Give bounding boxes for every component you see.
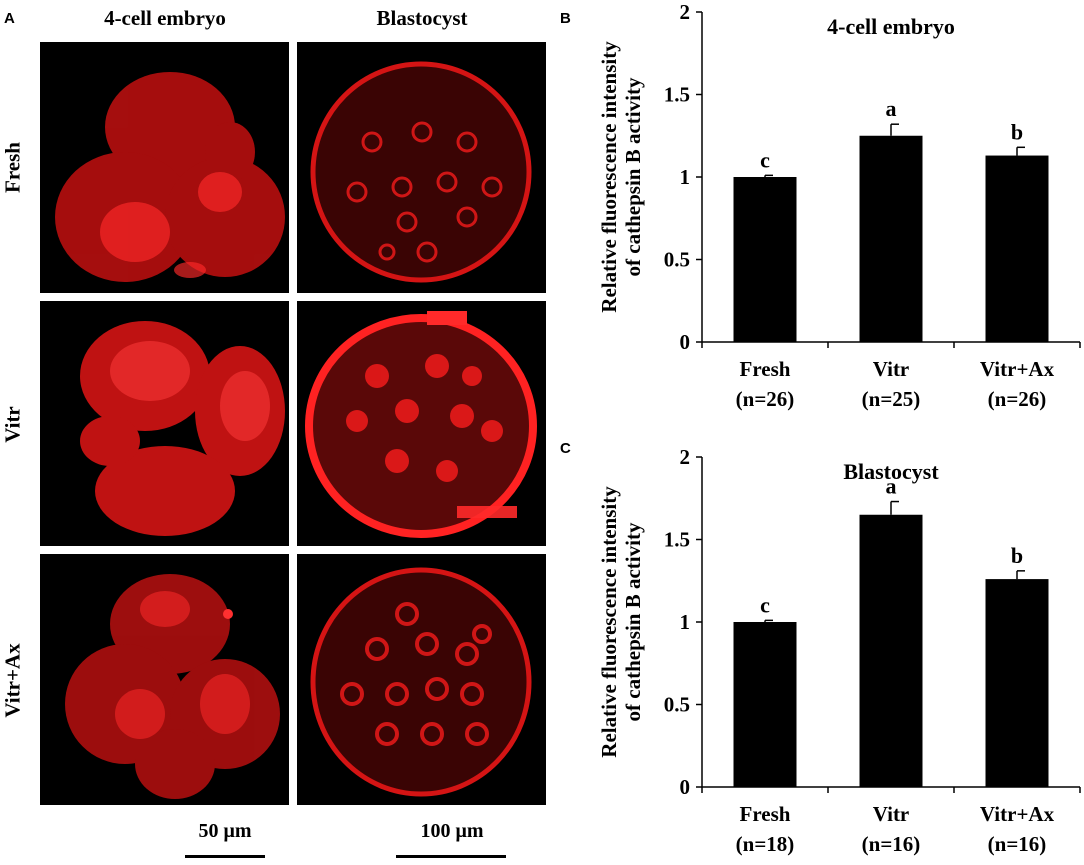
significance-letter: b [1011,119,1023,144]
significance-letter: c [760,147,770,172]
chart-title: 4-cell embryo [827,14,955,39]
x-tick-label: Vitr+Ax [980,802,1055,826]
micrograph-fresh-4cell [40,42,289,293]
x-tick-label: Fresh [740,802,791,826]
y-tick-label: 2 [680,0,691,24]
column-title-blastocyst: Blastocyst [376,6,468,30]
chart-title: Blastocyst [843,459,939,484]
significance-letter: a [886,96,897,121]
chart-4cell-embryo-svg: 0 0.5 1 1.5 2 c Fresh (n=26) a Vitr (n=25) b Vitr+Ax… [597,0,1081,411]
bar [985,155,1049,342]
micrograph-vitr-ax-4cell [40,554,289,805]
bar [859,135,923,342]
panel-c-letter: C [560,440,571,457]
x-tick-label: Fresh [740,357,791,381]
bar [985,579,1049,787]
x-tick-label: Vitr [873,802,910,826]
chart-4cell-embryo: 0 0.5 1 1.5 2 c Fresh (n=26) a Vitr (n=25) b Vitr+Ax… [590,0,1084,420]
panel-b-letter: B [560,10,571,27]
significance-letter: a [886,474,897,499]
row-title-vitr: Vitr [0,406,25,443]
bar [733,177,797,342]
chart-blastocyst-svg: 0 0.5 1 1.5 2 c Fresh (n=18) a Vitr (n=16) b Vitr+Ax… [597,445,1081,856]
bar [733,622,797,787]
row-title-fresh: Fresh [0,142,25,193]
scale-bar-label-100um: 100 μm [420,820,484,842]
y-tick-label: 1.5 [664,528,690,552]
y-tick-label: 0.5 [664,693,690,717]
y-tick-label: 0 [680,775,691,799]
panel-a-letter: A [4,10,15,27]
scale-bar-label-50um: 50 μm [198,820,252,842]
x-tick-label-n: (n=18) [736,832,795,856]
scale-bar-50um [185,855,265,858]
micrograph-vitr-4cell [40,301,289,546]
x-tick-label-n: (n=26) [988,387,1047,411]
x-tick-label-n: (n=25) [862,387,921,411]
row-title-vitr-ax: Vitr+Ax [0,643,25,718]
x-tick-label: Vitr [873,357,910,381]
y-axis-label-line2: of cathepsin B activity [621,522,645,721]
micrograph-vitr-ax-blastocyst [297,554,546,805]
x-tick-label-n: (n=16) [862,832,921,856]
x-tick-label-n: (n=26) [736,387,795,411]
y-axis-label: Relative fluorescence intensity [597,41,621,313]
y-tick-label: 1.5 [664,83,690,107]
scale-bar-100um [396,855,506,858]
y-axis-label: Relative fluorescence intensity [597,486,621,758]
x-tick-label-n: (n=16) [988,832,1047,856]
chart-blastocyst: 0 0.5 1 1.5 2 c Fresh (n=18) a Vitr (n=16) b Vitr+Ax… [590,440,1084,865]
y-tick-label: 1 [680,165,691,189]
y-tick-label: 0 [680,330,691,354]
micrograph-vitr-blastocyst [297,301,546,546]
y-tick-label: 1 [680,610,691,634]
bar [859,514,923,787]
x-tick-label: Vitr+Ax [980,357,1055,381]
significance-letter: c [760,592,770,617]
micrograph-fresh-blastocyst [297,42,546,293]
column-title-4cell: 4-cell embryo [104,6,226,30]
y-tick-label: 0.5 [664,248,690,272]
y-tick-label: 2 [680,445,691,469]
significance-letter: b [1011,543,1023,568]
y-axis-label-line2: of cathepsin B activity [621,77,645,276]
